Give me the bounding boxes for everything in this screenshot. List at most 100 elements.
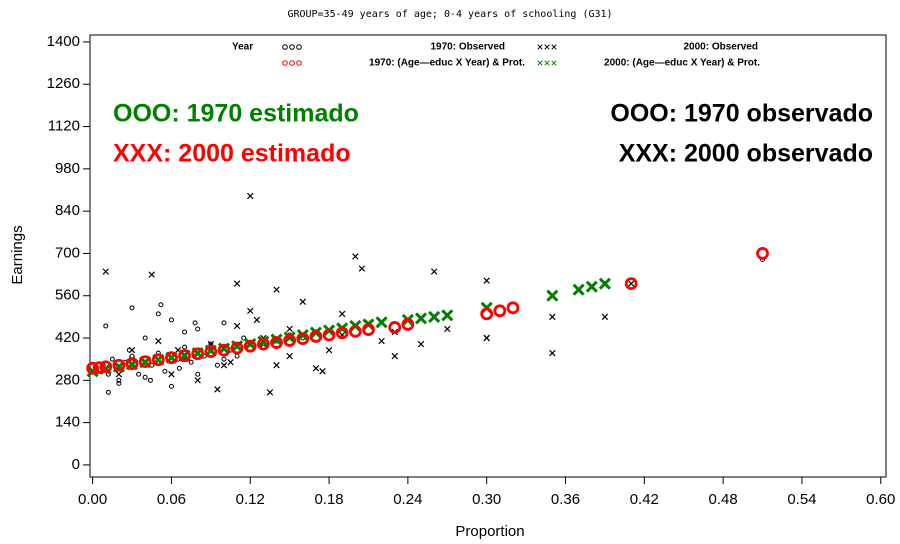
point	[483, 334, 490, 342]
point	[338, 310, 346, 318]
x-tick-label: 0.12	[236, 491, 265, 508]
point	[428, 310, 441, 323]
point	[283, 331, 296, 344]
y-tick-label: 1400	[47, 33, 80, 50]
point	[221, 320, 227, 326]
x-axis-label: Proportion	[455, 523, 524, 540]
point	[129, 305, 135, 311]
point	[312, 365, 320, 372]
point	[572, 283, 585, 296]
point	[391, 352, 398, 360]
y-tick-label: 980	[55, 160, 80, 177]
point	[417, 340, 425, 348]
x-tick-label: 0.24	[393, 491, 422, 508]
point	[375, 316, 388, 329]
point	[270, 333, 283, 346]
legend-symbol	[551, 60, 557, 66]
point	[168, 317, 174, 323]
point	[624, 277, 638, 291]
point	[546, 289, 559, 302]
legend-symbol	[289, 60, 295, 66]
point	[273, 286, 280, 293]
y-axis-label: Earnings	[9, 225, 26, 284]
point	[138, 355, 152, 368]
legend-label: 2000: (Age—educ X Year) & Prot.	[604, 58, 760, 69]
point	[233, 280, 241, 287]
x-tick-label: 0.42	[630, 491, 659, 508]
legend-symbol	[289, 44, 295, 50]
point	[116, 380, 122, 386]
point	[142, 335, 148, 341]
point	[147, 377, 153, 383]
point	[283, 334, 297, 347]
point	[188, 359, 194, 365]
point	[178, 349, 191, 362]
point	[319, 368, 326, 375]
y-tick-label: 560	[55, 287, 80, 304]
point	[220, 361, 228, 369]
point	[214, 362, 220, 368]
point	[335, 326, 349, 340]
point	[388, 321, 402, 334]
point	[270, 336, 283, 349]
point	[627, 280, 635, 287]
point	[92, 361, 106, 375]
point	[162, 368, 168, 374]
legend-title: Year	[232, 42, 253, 53]
point	[168, 383, 174, 389]
point	[358, 265, 366, 272]
annotation: OOO: 1970 estimado	[113, 100, 359, 128]
point	[195, 326, 201, 332]
point	[247, 307, 254, 315]
point	[233, 322, 241, 330]
x-tick-label: 0.60	[866, 491, 895, 508]
point	[257, 335, 270, 348]
legend-symbol	[544, 44, 550, 50]
point	[99, 360, 113, 374]
point	[155, 311, 161, 317]
point	[325, 346, 333, 354]
point	[286, 325, 293, 333]
point	[195, 371, 201, 377]
point	[105, 389, 111, 395]
point	[414, 312, 428, 325]
point	[506, 301, 520, 315]
x-tick-label: 0.54	[787, 491, 816, 508]
point	[151, 353, 165, 367]
point	[256, 337, 270, 351]
point	[148, 271, 155, 278]
point	[247, 192, 254, 200]
legend-symbol	[296, 44, 302, 50]
point	[322, 328, 336, 342]
point	[309, 330, 323, 343]
point	[103, 323, 109, 329]
point	[227, 358, 234, 366]
point	[126, 347, 132, 353]
point	[230, 341, 244, 355]
point	[378, 337, 385, 345]
point	[756, 247, 769, 260]
point	[585, 280, 598, 293]
point	[549, 313, 556, 321]
y-tick-label: 420	[55, 329, 80, 346]
point	[352, 253, 359, 260]
legend-label: 2000: Observed	[684, 42, 759, 53]
point	[155, 337, 162, 345]
point	[102, 268, 109, 275]
point	[115, 371, 123, 378]
point	[142, 374, 148, 380]
point	[125, 357, 139, 371]
point	[441, 309, 454, 322]
point	[483, 277, 490, 284]
x-tick-label: 0.18	[314, 491, 343, 508]
plot-frame	[89, 34, 887, 478]
legend-label: 1970: (Age—educ X Year) & Prot.	[369, 58, 525, 69]
point	[116, 377, 122, 383]
x-tick-label: 0.00	[78, 491, 107, 508]
point	[243, 339, 257, 353]
point	[266, 389, 274, 396]
legend-symbol	[296, 60, 302, 66]
point	[176, 365, 182, 371]
point	[192, 320, 198, 326]
